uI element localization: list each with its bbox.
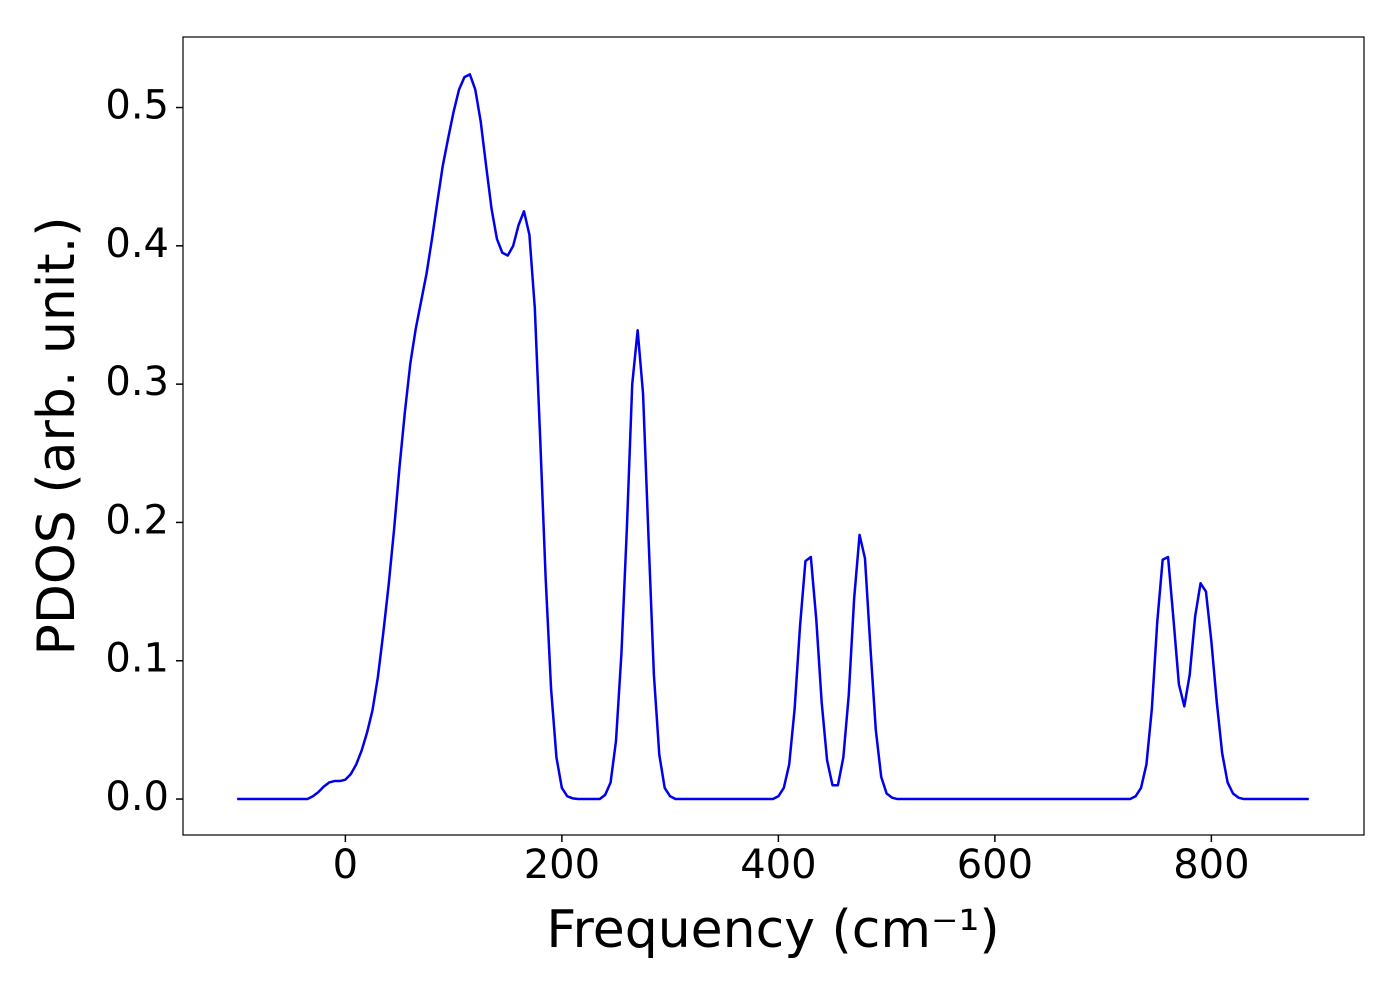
x-tick-label: 600	[957, 842, 1033, 888]
x-tick-label: 400	[740, 842, 816, 888]
x-tick-label: 0	[333, 842, 358, 888]
x-axis-label: Frequency (cm⁻¹)	[546, 900, 999, 960]
y-tick-label: 0.4	[105, 221, 169, 267]
x-tick-label: 800	[1173, 842, 1249, 888]
y-tick-label: 0.0	[105, 774, 169, 820]
y-axis-label: PDOS (arb. unit.)	[27, 216, 87, 655]
data-line	[237, 73, 1309, 801]
y-tick-label: 0.2	[105, 497, 169, 543]
plot-frame	[182, 36, 1365, 836]
x-tick-label: 200	[524, 842, 600, 888]
y-tick-label: 0.5	[105, 83, 169, 129]
y-tick-label: 0.1	[105, 636, 169, 682]
y-tick-label: 0.3	[105, 359, 169, 405]
